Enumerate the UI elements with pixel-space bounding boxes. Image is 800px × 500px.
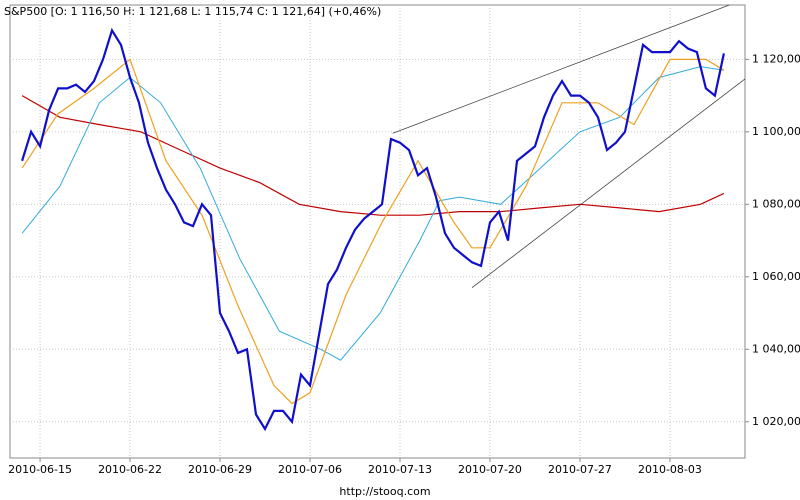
y-tick-label: 1 100,00 bbox=[752, 125, 800, 138]
price-line bbox=[21, 27, 725, 432]
price-line bbox=[21, 66, 724, 361]
x-tick-label: 2010-07-06 bbox=[278, 463, 342, 476]
x-tick-label: 2010-06-22 bbox=[98, 463, 162, 476]
footer: http://stooq.com bbox=[339, 485, 430, 498]
y-tick-label: 1 080,00 bbox=[752, 197, 800, 210]
x-tick-label: 2010-06-15 bbox=[8, 463, 72, 476]
price-line bbox=[471, 78, 746, 289]
y-tick-label: 1 120,00 bbox=[752, 52, 800, 65]
x-tick-label: 2010-08-03 bbox=[638, 463, 702, 476]
x-tick-label: 2010-07-27 bbox=[548, 463, 612, 476]
y-tick-label: 1 040,00 bbox=[752, 342, 800, 355]
x-tick-label: 2010-07-20 bbox=[458, 463, 522, 476]
x-tick-label: 2010-07-13 bbox=[368, 463, 432, 476]
y-tick-label: 1 020,00 bbox=[752, 415, 800, 428]
x-tick-label: 2010-06-29 bbox=[188, 463, 252, 476]
price-line bbox=[21, 58, 725, 405]
y-tick-label: 1 060,00 bbox=[752, 270, 800, 283]
chart-title: S&P500 [O: 1 116,50 H: 1 121,68 L: 1 115… bbox=[4, 5, 381, 18]
price-line bbox=[21, 95, 725, 216]
price-line bbox=[392, 4, 730, 134]
